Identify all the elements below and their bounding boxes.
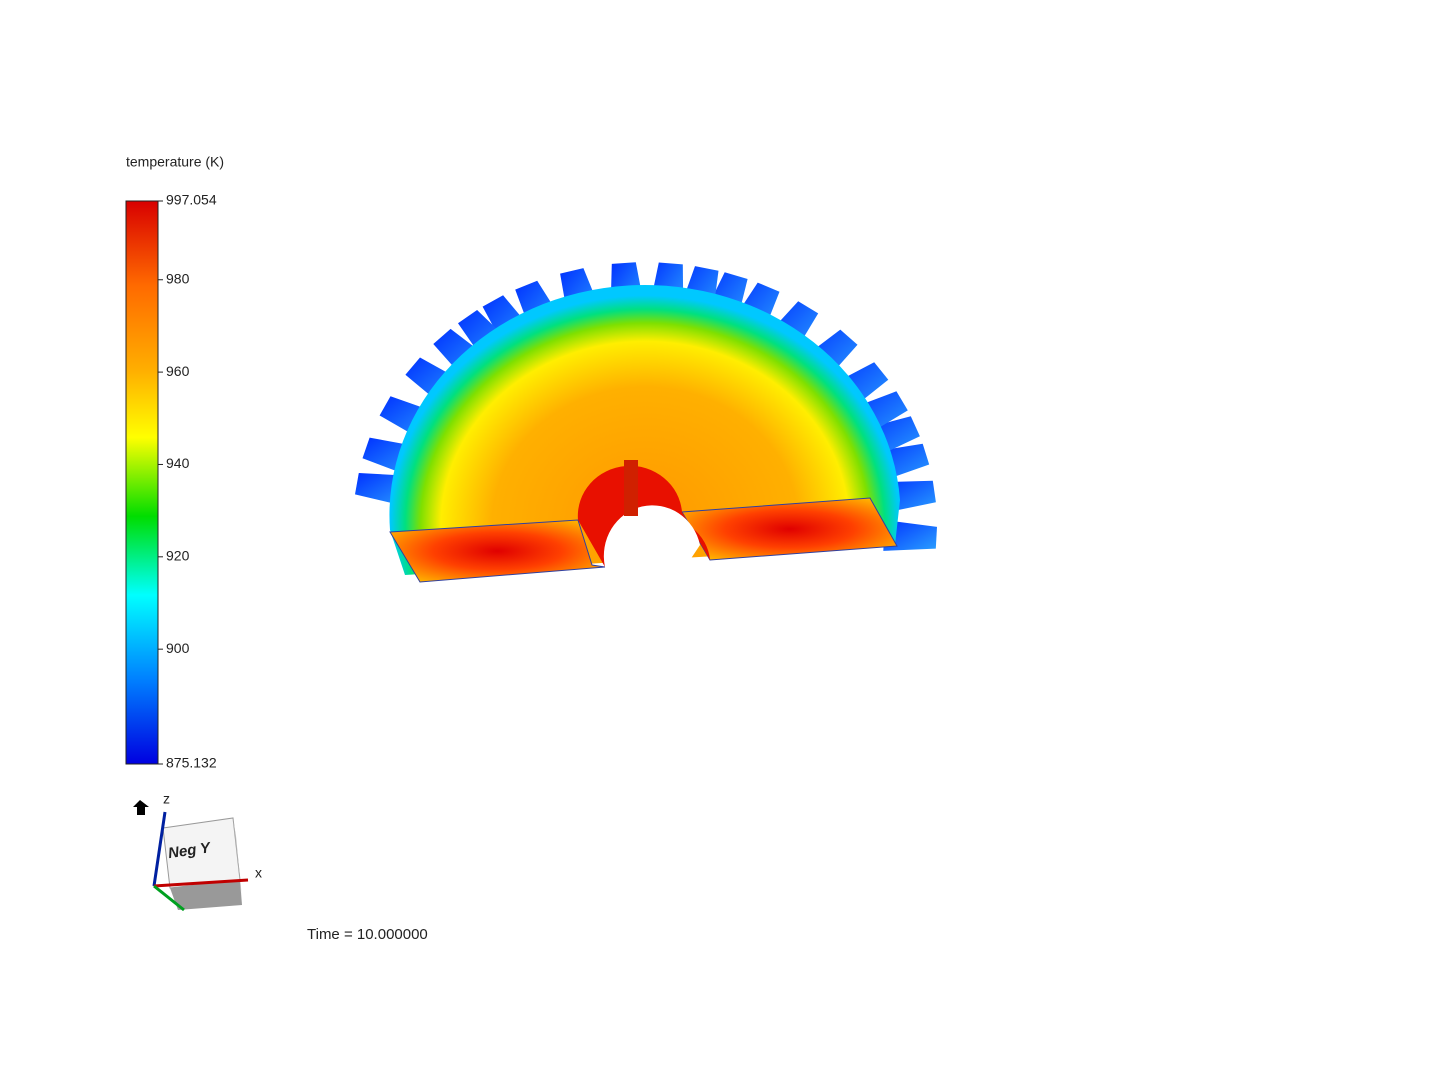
cube-face-label: Neg Y [167,839,213,862]
colorbar [125,200,159,765]
z-axis [152,811,167,887]
y-axis [153,884,185,912]
colorbar-tick-label: 920 [166,548,190,564]
colorbar-tick-label: 960 [166,363,190,379]
x-axis [153,878,249,888]
colorbar-tick-label: 900 [166,640,190,656]
gear-model [355,262,937,575]
legend-title: temperature (K) [126,154,224,170]
colorbar-tick-label: 875.132 [166,755,217,771]
colorbar-tick-label: 980 [166,270,190,286]
cut-face-left [389,519,606,583]
view-cube: Neg Y z x [133,791,262,912]
home-icon[interactable] [133,800,149,815]
bore [603,505,700,567]
time-label: Time = 10.000000 [307,926,428,943]
colorbar-tick-label: 940 [166,455,190,471]
colorbar-ticks: 997.054 980 960 940 920 900 875.132 [158,192,217,771]
cube-bottom[interactable] [170,880,242,910]
z-axis-label: z [163,791,170,807]
keyway [624,460,638,516]
colorbar-tick-label: 997.054 [166,192,217,208]
cut-face [389,460,898,583]
x-axis-label: x [255,865,262,881]
gear-body [389,285,900,575]
